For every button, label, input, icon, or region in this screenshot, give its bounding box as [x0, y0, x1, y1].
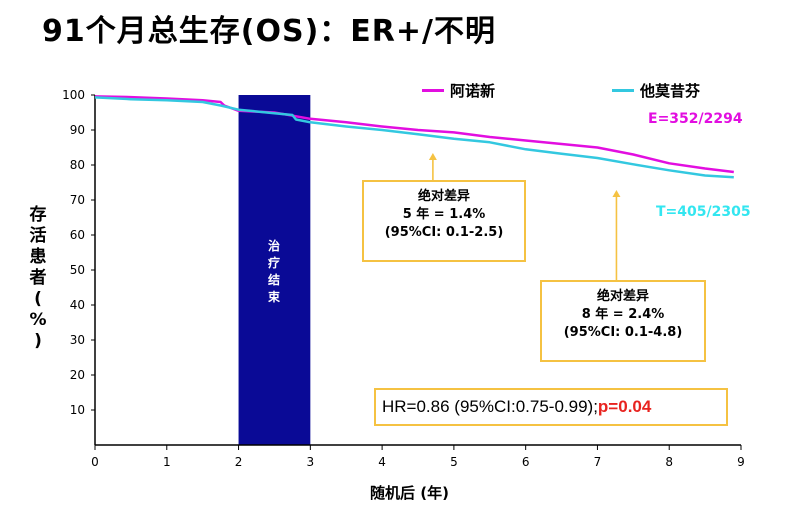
x-tick-label: 0: [91, 455, 99, 469]
x-tick-label: 7: [594, 455, 602, 469]
y-axis-label-char: (: [34, 289, 42, 309]
y-axis-label-char: 存: [29, 205, 47, 225]
y-tick-label: 80: [70, 158, 85, 172]
legend-label-tamoxifen: 他莫昔芬: [640, 82, 701, 100]
legend-swatch-anastrozole: [422, 89, 444, 92]
x-tick-label: 4: [378, 455, 386, 469]
legend-label-anastrozole: 阿诺新: [450, 82, 496, 100]
y-tick-label: 40: [70, 298, 85, 312]
x-tick-label: 9: [737, 455, 745, 469]
annotation-5yr-heading: 绝对差异: [417, 189, 470, 204]
treatment-end-char: 疗: [267, 256, 280, 270]
treatment-end-char: 束: [267, 290, 280, 304]
annotation-8yr-ci: (95%CI: 0.1-4.8): [563, 325, 683, 340]
y-tick-label: 10: [70, 403, 85, 417]
t-count: T=405/2305: [656, 204, 751, 220]
legend-swatch-tamoxifen: [612, 89, 634, 92]
annotation-8yr: 绝对差异 8 年 = 2.4% (95%CI: 0.1-4.8): [540, 280, 706, 362]
x-tick-label: 2: [235, 455, 243, 469]
treatment-end-text: 治疗结束: [262, 238, 286, 306]
legend-anastrozole: 阿诺新: [422, 80, 495, 101]
y-axis-label-text: 存活患者(%): [26, 205, 50, 352]
annotation-5yr-diff: 5 年 = 1.4%: [402, 207, 486, 222]
y-tick-label: 100: [62, 88, 85, 102]
legend-tamoxifen: 他莫昔芬: [612, 80, 700, 101]
arrow-5yr-head: [428, 153, 437, 160]
treatment-period-band: [238, 95, 311, 445]
series-tamoxifen-line: [94, 96, 734, 179]
y-tick-label: 70: [70, 193, 85, 207]
arrow-8yr-head: [612, 190, 621, 197]
y-axis-label-char: 活: [29, 226, 47, 246]
p-value: p=0.04: [597, 397, 652, 416]
series-anastrozole-line: [94, 95, 734, 174]
e-count: E=352/2294: [648, 111, 743, 127]
hr-box: HR=0.86 (95%CI:0.75-0.99);p=0.04: [374, 388, 728, 426]
treatment-end-label: 治疗结束: [262, 238, 286, 306]
annotation-8yr-diff: 8 年 = 2.4%: [581, 307, 665, 322]
annotation-5yr: 绝对差异 5 年 = 1.4% (95%CI: 0.1-2.5): [362, 180, 526, 262]
treatment-end-char: 结: [267, 273, 280, 287]
y-axis-label-char: %: [29, 310, 47, 330]
annotation-8yr-heading: 绝对差异: [596, 289, 649, 304]
hr-text: HR=0.86 (95%CI:0.75-0.99);: [382, 397, 598, 416]
treatment-end-char: 治: [267, 239, 280, 253]
x-tick-label: 8: [665, 455, 673, 469]
y-axis-label: 存活患者(%): [26, 205, 50, 352]
x-axis-label: 随机后 (年): [370, 484, 449, 502]
x-tick-label: 3: [307, 455, 315, 469]
y-axis-label-char: 者: [29, 268, 47, 288]
y-axis-label-char: 患: [29, 247, 47, 267]
x-tick-label: 6: [522, 455, 530, 469]
y-tick-label: 30: [70, 333, 85, 347]
y-tick-label: 50: [70, 263, 85, 277]
x-tick-label: 1: [163, 455, 171, 469]
y-tick-label: 20: [70, 368, 85, 382]
x-tick-label: 5: [450, 455, 458, 469]
y-tick-label: 90: [70, 123, 85, 137]
y-axis-label-char: ): [34, 331, 42, 351]
annotation-5yr-ci: (95%CI: 0.1-2.5): [384, 225, 504, 240]
y-tick-label: 60: [70, 228, 85, 242]
chart-title: 91个月总生存(OS)：ER+/不明: [42, 14, 496, 49]
